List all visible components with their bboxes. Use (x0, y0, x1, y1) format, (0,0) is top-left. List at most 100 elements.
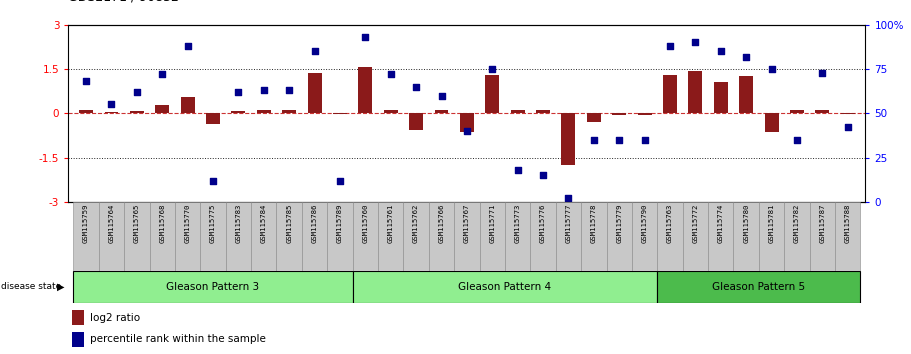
Text: GSM115765: GSM115765 (134, 204, 140, 243)
FancyBboxPatch shape (74, 202, 98, 271)
Bar (72, 310, 84, 325)
FancyBboxPatch shape (530, 202, 556, 271)
Text: GSM115768: GSM115768 (159, 204, 165, 243)
FancyBboxPatch shape (581, 202, 607, 271)
FancyBboxPatch shape (607, 202, 632, 271)
Bar (206, 113, 220, 124)
Bar (536, 110, 550, 113)
Point (333, 178, 347, 183)
FancyBboxPatch shape (733, 202, 759, 271)
Bar (764, 113, 779, 132)
Bar (72, 332, 84, 347)
Bar (333, 113, 347, 114)
Text: Gleason Pattern 3: Gleason Pattern 3 (167, 282, 260, 292)
FancyBboxPatch shape (835, 202, 860, 271)
Text: GSM115783: GSM115783 (235, 204, 241, 243)
Point (358, 34, 373, 40)
Point (739, 54, 753, 59)
Point (688, 40, 702, 45)
Text: GSM115764: GSM115764 (108, 204, 115, 243)
Bar (511, 110, 525, 113)
Text: GSM115771: GSM115771 (489, 204, 496, 243)
Point (587, 137, 601, 143)
Text: GSM115786: GSM115786 (312, 204, 318, 243)
FancyBboxPatch shape (251, 202, 277, 271)
Text: GSM115780: GSM115780 (743, 204, 749, 243)
Text: GSM115778: GSM115778 (591, 204, 597, 243)
FancyBboxPatch shape (404, 202, 429, 271)
Point (790, 137, 804, 143)
FancyBboxPatch shape (759, 202, 784, 271)
Bar (841, 113, 855, 114)
Point (206, 178, 220, 183)
Point (257, 87, 271, 93)
Bar (384, 110, 398, 113)
Point (104, 102, 118, 107)
Point (384, 72, 398, 77)
Text: log2 ratio: log2 ratio (90, 313, 140, 323)
Point (662, 43, 677, 49)
Point (561, 195, 576, 201)
Point (612, 137, 627, 143)
FancyBboxPatch shape (505, 202, 530, 271)
Point (459, 128, 474, 134)
FancyBboxPatch shape (556, 202, 581, 271)
FancyBboxPatch shape (784, 202, 810, 271)
Bar (663, 75, 677, 113)
Bar (79, 110, 93, 113)
Bar (713, 82, 728, 113)
Bar (790, 110, 804, 113)
Text: GSM115773: GSM115773 (515, 204, 521, 243)
Text: GSM115787: GSM115787 (819, 204, 825, 243)
Bar (739, 76, 753, 113)
Text: GSM115770: GSM115770 (185, 204, 190, 243)
Point (713, 48, 728, 54)
Bar (130, 111, 144, 113)
Point (435, 93, 449, 98)
Bar (689, 70, 702, 113)
FancyBboxPatch shape (682, 202, 708, 271)
Point (815, 70, 830, 75)
FancyBboxPatch shape (327, 202, 353, 271)
Point (764, 66, 779, 72)
Point (281, 87, 296, 93)
Point (485, 66, 499, 72)
Bar (358, 67, 373, 113)
Text: GSM115785: GSM115785 (286, 204, 292, 243)
Text: GSM115775: GSM115775 (210, 204, 216, 243)
Bar (486, 75, 499, 113)
Text: GSM115790: GSM115790 (641, 204, 648, 243)
Point (231, 89, 246, 95)
FancyBboxPatch shape (657, 271, 860, 303)
Text: GSM115788: GSM115788 (844, 204, 851, 243)
Text: GSM115762: GSM115762 (413, 204, 419, 243)
Text: GSM115763: GSM115763 (667, 204, 673, 243)
Text: GSM115789: GSM115789 (337, 204, 343, 243)
FancyBboxPatch shape (479, 202, 505, 271)
Point (79, 79, 94, 84)
Bar (231, 111, 245, 113)
Bar (308, 74, 322, 113)
Bar (105, 112, 118, 113)
Bar (638, 113, 651, 115)
Text: percentile rank within the sample: percentile rank within the sample (90, 334, 266, 344)
Bar (612, 113, 626, 115)
Bar (155, 105, 169, 113)
Text: Gleason Pattern 5: Gleason Pattern 5 (712, 282, 805, 292)
Text: GSM115777: GSM115777 (566, 204, 571, 243)
Text: GSM115776: GSM115776 (540, 204, 546, 243)
Text: GSM115784: GSM115784 (261, 204, 267, 243)
Point (307, 48, 322, 54)
FancyBboxPatch shape (378, 202, 404, 271)
Bar (815, 110, 829, 113)
Point (840, 125, 855, 130)
Text: GSM115767: GSM115767 (464, 204, 470, 243)
Point (409, 84, 424, 90)
Text: GSM115761: GSM115761 (388, 204, 394, 243)
Point (510, 167, 525, 173)
Point (536, 172, 550, 178)
FancyBboxPatch shape (353, 202, 378, 271)
FancyBboxPatch shape (124, 202, 149, 271)
Point (180, 43, 195, 49)
FancyBboxPatch shape (200, 202, 226, 271)
